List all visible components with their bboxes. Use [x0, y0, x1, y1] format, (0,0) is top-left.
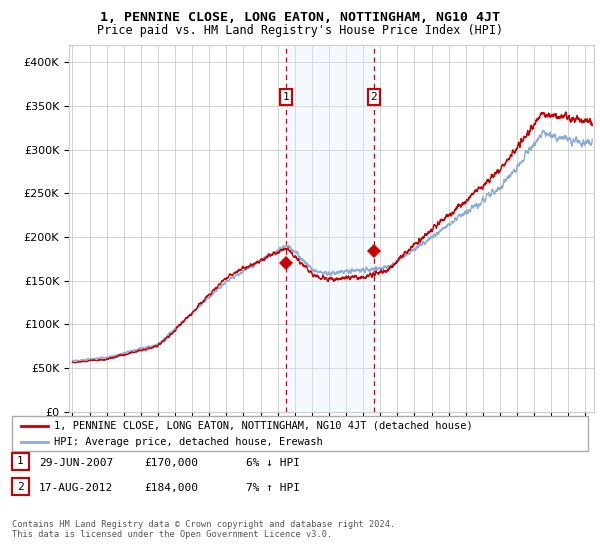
Text: 1, PENNINE CLOSE, LONG EATON, NOTTINGHAM, NG10 4JT: 1, PENNINE CLOSE, LONG EATON, NOTTINGHAM…: [100, 11, 500, 24]
Text: 6% ↓ HPI: 6% ↓ HPI: [246, 458, 300, 468]
Text: 2: 2: [17, 482, 24, 492]
Text: 1: 1: [17, 456, 24, 466]
Text: HPI: Average price, detached house, Erewash: HPI: Average price, detached house, Erew…: [54, 437, 323, 447]
Text: 17-AUG-2012: 17-AUG-2012: [39, 483, 113, 493]
Text: 2: 2: [370, 92, 377, 102]
Text: 1: 1: [283, 92, 289, 102]
Text: 7% ↑ HPI: 7% ↑ HPI: [246, 483, 300, 493]
Text: £184,000: £184,000: [144, 483, 198, 493]
Text: Price paid vs. HM Land Registry's House Price Index (HPI): Price paid vs. HM Land Registry's House …: [97, 24, 503, 36]
Text: 29-JUN-2007: 29-JUN-2007: [39, 458, 113, 468]
Text: 1, PENNINE CLOSE, LONG EATON, NOTTINGHAM, NG10 4JT (detached house): 1, PENNINE CLOSE, LONG EATON, NOTTINGHAM…: [54, 421, 473, 431]
Text: Contains HM Land Registry data © Crown copyright and database right 2024.
This d: Contains HM Land Registry data © Crown c…: [12, 520, 395, 539]
Text: £170,000: £170,000: [144, 458, 198, 468]
Bar: [286, 45, 374, 412]
